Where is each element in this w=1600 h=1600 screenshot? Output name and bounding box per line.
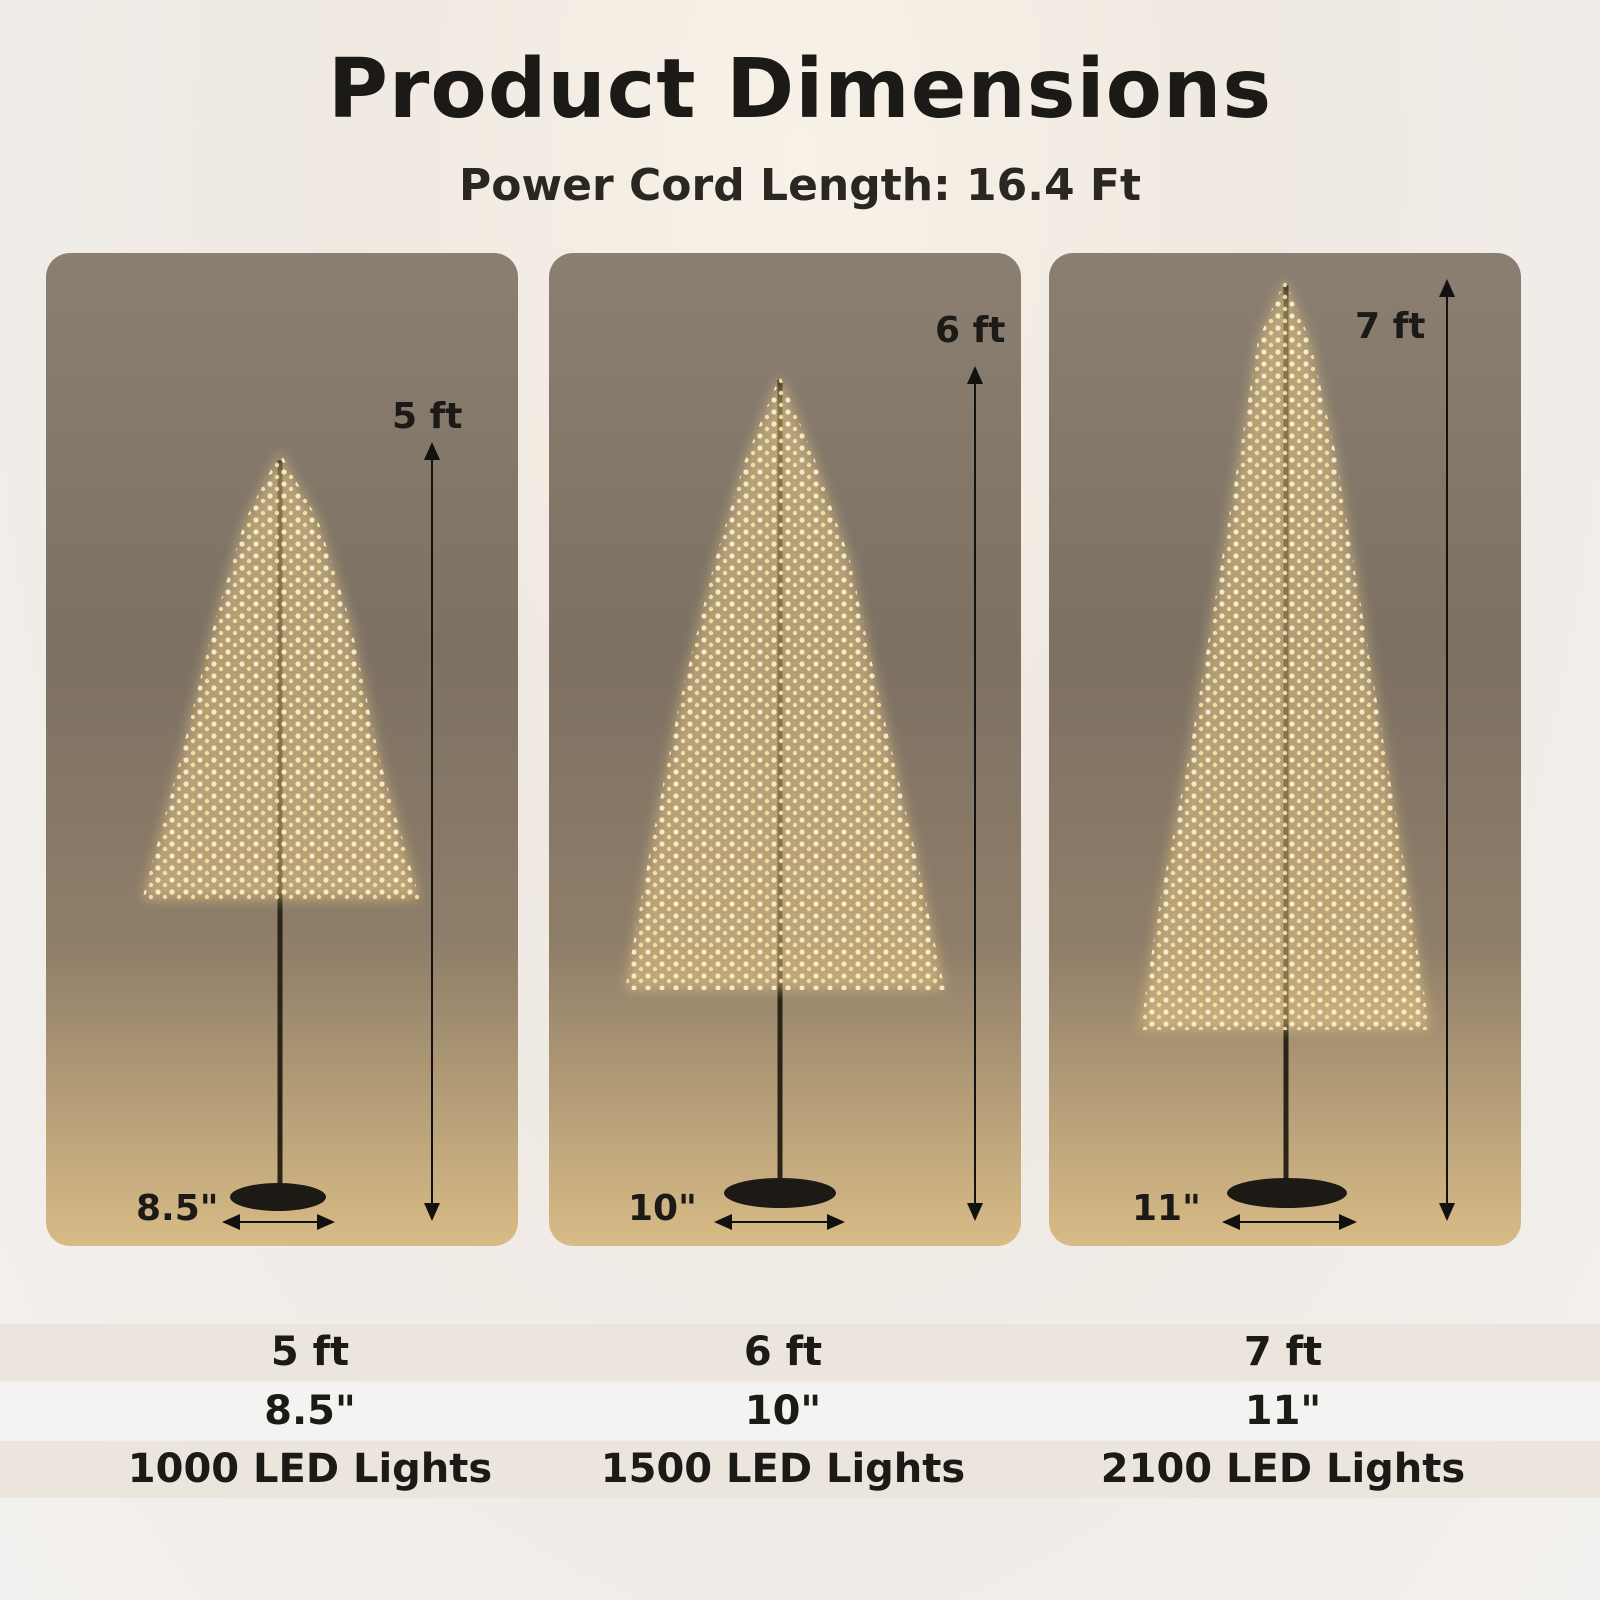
table-row-base: 8.5" 10" 11" xyxy=(0,1383,1600,1440)
table-row-height: 5 ft 6 ft 7 ft xyxy=(0,1324,1600,1381)
table-cell: 8.5" xyxy=(264,1388,356,1434)
tree-6ft xyxy=(625,375,945,1208)
table-cell: 6 ft xyxy=(743,1329,823,1375)
table-cell: 1000 LED Lights xyxy=(127,1446,493,1492)
table-cell: 5 ft xyxy=(270,1329,350,1375)
table-cell: 10" xyxy=(744,1388,822,1434)
table-cell: 7 ft xyxy=(1243,1329,1323,1375)
height-label: 6 ft xyxy=(935,310,1006,351)
table-cell: 2100 LED Lights xyxy=(1100,1446,1466,1492)
page-title: Product Dimensions xyxy=(327,42,1273,137)
height-label: 5 ft xyxy=(392,396,463,437)
table-cell: 11" xyxy=(1244,1388,1322,1434)
table-cell: 1500 LED Lights xyxy=(600,1446,966,1492)
base-label: 10" xyxy=(628,1188,697,1229)
tree-5ft xyxy=(142,452,420,1211)
tree-7ft xyxy=(1140,280,1430,1208)
base-label: 11" xyxy=(1132,1188,1201,1229)
power-cord-length: Power Cord Length: 16.4 Ft xyxy=(459,160,1141,211)
height-label: 7 ft xyxy=(1355,306,1426,347)
table-row-lights: 1000 LED Lights 1500 LED Lights 2100 LED… xyxy=(0,1441,1600,1498)
base-label: 8.5" xyxy=(136,1188,219,1229)
